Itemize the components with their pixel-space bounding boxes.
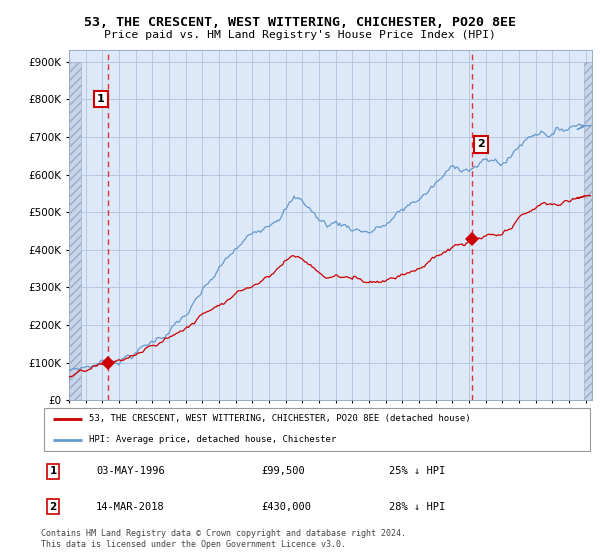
Text: £430,000: £430,000 xyxy=(262,502,311,512)
Text: £99,500: £99,500 xyxy=(262,466,305,477)
Text: 53, THE CRESCENT, WEST WITTERING, CHICHESTER, PO20 8EE: 53, THE CRESCENT, WEST WITTERING, CHICHE… xyxy=(84,16,516,29)
Text: HPI: Average price, detached house, Chichester: HPI: Average price, detached house, Chic… xyxy=(89,436,337,445)
Text: 1: 1 xyxy=(49,466,56,477)
Text: 25% ↓ HPI: 25% ↓ HPI xyxy=(389,466,445,477)
FancyBboxPatch shape xyxy=(44,408,590,451)
Text: 03-MAY-1996: 03-MAY-1996 xyxy=(96,466,165,477)
Text: 14-MAR-2018: 14-MAR-2018 xyxy=(96,502,165,512)
Text: Price paid vs. HM Land Registry's House Price Index (HPI): Price paid vs. HM Land Registry's House … xyxy=(104,30,496,40)
Text: 2: 2 xyxy=(476,139,484,150)
Text: 1: 1 xyxy=(97,94,104,104)
Text: Contains HM Land Registry data © Crown copyright and database right 2024.
This d: Contains HM Land Registry data © Crown c… xyxy=(41,529,406,549)
Text: 2: 2 xyxy=(49,502,56,512)
Text: 53, THE CRESCENT, WEST WITTERING, CHICHESTER, PO20 8EE (detached house): 53, THE CRESCENT, WEST WITTERING, CHICHE… xyxy=(89,414,471,423)
Text: 28% ↓ HPI: 28% ↓ HPI xyxy=(389,502,445,512)
